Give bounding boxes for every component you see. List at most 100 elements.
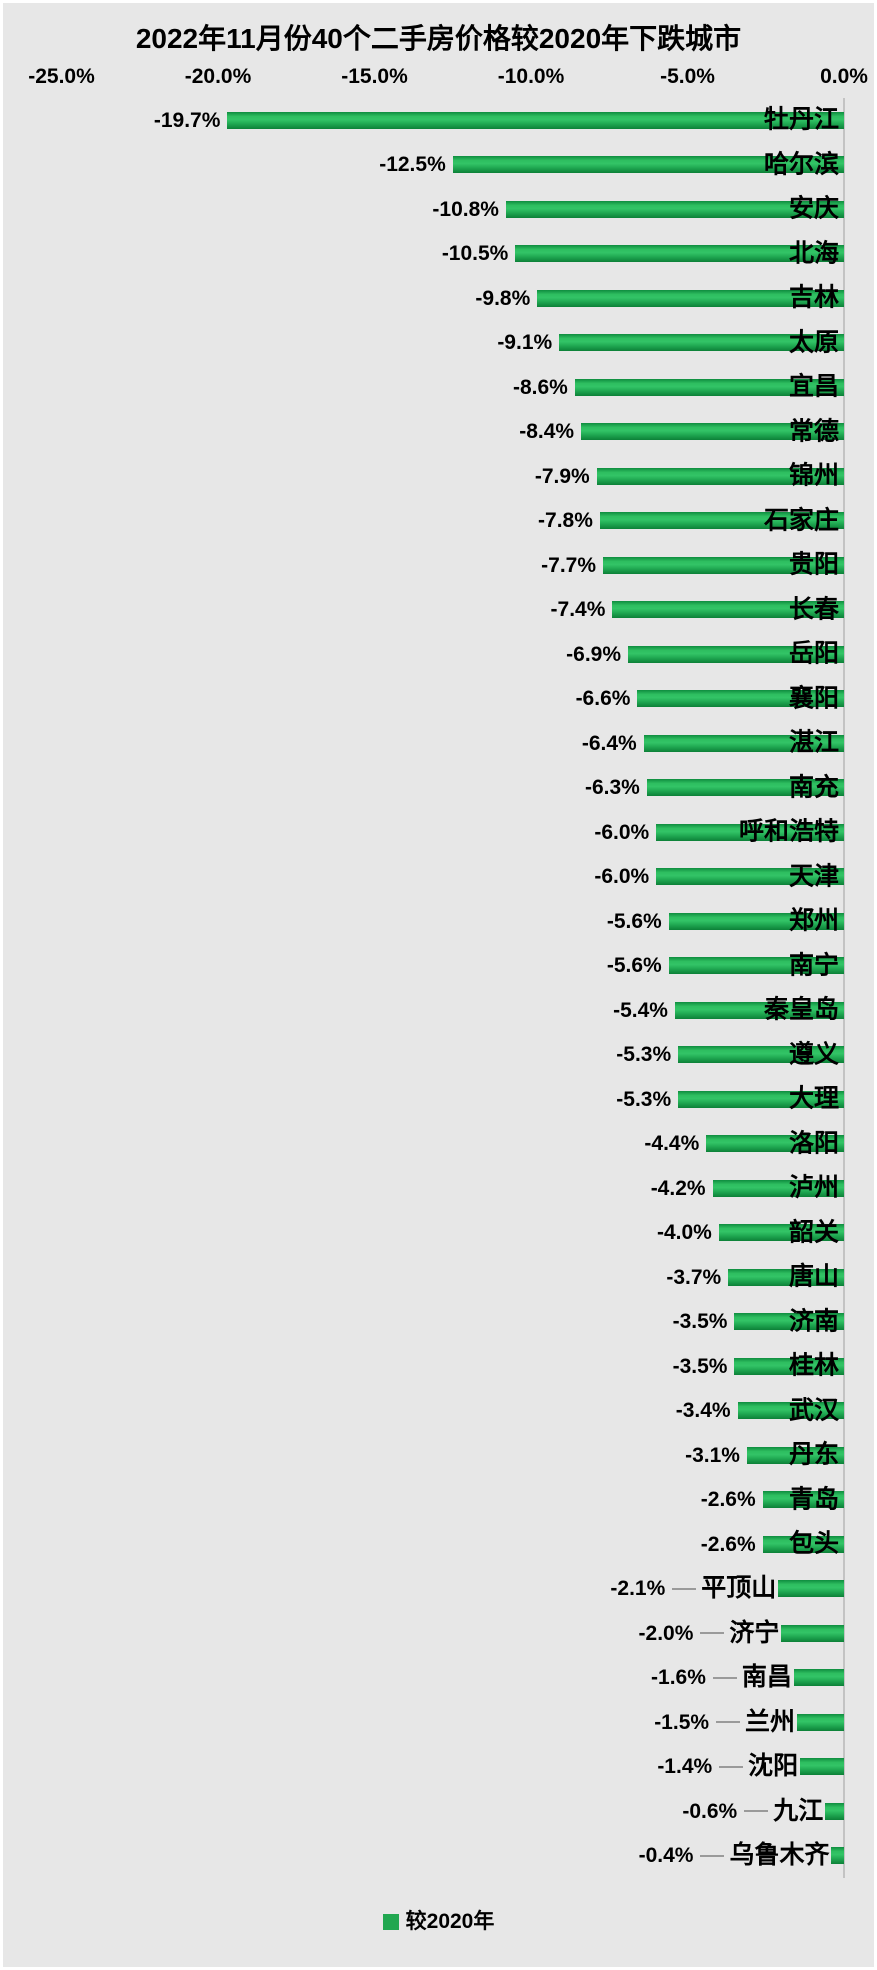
city-label: 丹东 <box>788 1440 839 1469</box>
value-label: -10.8% <box>432 197 499 221</box>
city-label: 锦州 <box>788 461 839 490</box>
axis-tick: -25.0% <box>28 65 95 88</box>
city-label: 吉林 <box>788 283 839 312</box>
city-label: 安庆 <box>788 194 839 223</box>
city-label: 济宁 <box>729 1618 780 1647</box>
bar: 郑州 <box>668 908 844 933</box>
bar-row: -7.4% 长春 <box>3 588 874 633</box>
bar-row: -10.5% 北海 <box>3 232 874 277</box>
bar-row: -5.3% 大理 <box>3 1077 874 1122</box>
value-label: -9.8% <box>475 286 531 310</box>
value-label: -3.4% <box>675 1399 731 1423</box>
bar-row: -5.4% 秦皇岛 <box>3 988 874 1033</box>
city-label: 包头 <box>788 1529 839 1558</box>
city-label: 哈尔滨 <box>763 150 839 179</box>
bar: 安庆 <box>505 196 844 221</box>
value-label: -10.5% <box>441 242 509 266</box>
leader-line <box>719 1765 744 1768</box>
bar-row: -3.4% 武汉 <box>3 1389 874 1434</box>
bar-row: -1.4% 沈阳 <box>3 1745 874 1790</box>
city-label: 南昌 <box>741 1663 792 1692</box>
bar <box>781 1624 844 1642</box>
bar-row: -6.4% 湛江 <box>3 721 874 766</box>
bar-row: -2.6% 青岛 <box>3 1478 874 1523</box>
bar: 常德 <box>581 419 844 444</box>
bar-row: -0.4% 乌鲁木齐 <box>3 1834 874 1879</box>
bar: 太原 <box>559 330 844 355</box>
leader-line <box>700 1854 725 1857</box>
bar-row: -10.8% 安庆 <box>3 187 874 232</box>
bar-row: -9.1% 太原 <box>3 321 874 366</box>
bar-row: -7.9% 锦州 <box>3 454 874 499</box>
bar-row: -5.6% 南宁 <box>3 944 874 989</box>
leader-line <box>712 1676 737 1679</box>
city-label: 遵义 <box>788 1040 839 1069</box>
value-label: -3.7% <box>666 1265 722 1289</box>
bar: 锦州 <box>596 463 844 488</box>
city-label: 天津 <box>788 862 839 891</box>
bar-row: -5.3% 遵义 <box>3 1033 874 1078</box>
city-label: 兰州 <box>745 1707 796 1736</box>
city-label: 济南 <box>788 1307 839 1336</box>
bar-row: -3.1% 丹东 <box>3 1433 874 1478</box>
bar: 武汉 <box>737 1398 844 1423</box>
bar-row: -2.1% 平顶山 <box>3 1567 874 1612</box>
bar: 丹东 <box>746 1442 844 1467</box>
city-label: 北海 <box>788 239 839 268</box>
value-label: -6.9% <box>566 642 622 666</box>
bar-row: -0.6% 九江 <box>3 1789 874 1834</box>
value-label: -2.1% <box>610 1577 666 1601</box>
city-label: 九江 <box>773 1796 824 1825</box>
legend-swatch-icon <box>382 1913 399 1930</box>
value-label: -5.6% <box>606 909 662 933</box>
city-label: 韶关 <box>788 1218 839 1247</box>
bar <box>797 1713 844 1731</box>
bar: 桂林 <box>734 1353 844 1378</box>
bar: 大理 <box>678 1086 844 1111</box>
bar: 泸州 <box>712 1175 844 1200</box>
bar <box>831 1847 844 1865</box>
bar-row: -4.4% 洛阳 <box>3 1122 874 1167</box>
city-label: 洛阳 <box>788 1129 839 1158</box>
bar: 吉林 <box>537 285 844 310</box>
bar: 石家庄 <box>599 508 844 533</box>
city-label: 桂林 <box>788 1351 839 1380</box>
bar-row: -3.5% 济南 <box>3 1300 874 1345</box>
city-label: 宜昌 <box>788 372 839 401</box>
bar: 襄阳 <box>637 686 844 711</box>
bar: 贵阳 <box>603 552 844 577</box>
bar-row: -6.0% 呼和浩特 <box>3 810 874 855</box>
bar: 牡丹江 <box>227 107 844 132</box>
leader-line <box>744 1810 769 1813</box>
value-label: -8.4% <box>519 420 575 444</box>
bar-row: -8.6% 宜昌 <box>3 365 874 410</box>
value-label: -3.1% <box>685 1443 740 1467</box>
city-label: 秦皇岛 <box>763 995 839 1024</box>
value-label: -9.1% <box>497 331 553 355</box>
value-label: -7.4% <box>550 598 606 622</box>
bar: 哈尔滨 <box>452 152 844 177</box>
axis-tick: -10.0% <box>497 65 565 88</box>
value-label: -2.6% <box>700 1488 756 1512</box>
bar-row: -8.4% 常德 <box>3 410 874 455</box>
value-label: -5.6% <box>606 954 662 978</box>
bar-row: -7.8% 石家庄 <box>3 499 874 544</box>
x-axis: -25.0% -20.0% -15.0% -10.0% -5.0% 0.0% <box>3 65 874 91</box>
bar <box>793 1669 844 1687</box>
value-label: -6.4% <box>581 731 637 755</box>
value-label: -12.5% <box>379 153 446 177</box>
city-label: 呼和浩特 <box>738 817 839 846</box>
bar: 韶关 <box>718 1220 844 1245</box>
bar-row: -6.3% 南充 <box>3 766 874 811</box>
value-label: -7.9% <box>534 464 590 488</box>
city-label: 南宁 <box>788 951 839 980</box>
city-label: 武汉 <box>788 1396 839 1425</box>
value-label: -2.6% <box>700 1532 756 1556</box>
bar-row: -9.8% 吉林 <box>3 276 874 321</box>
bar-row: -5.6% 郑州 <box>3 899 874 944</box>
city-label: 牡丹江 <box>763 105 839 134</box>
value-label: -6.0% <box>594 820 650 844</box>
bar-row: -3.5% 桂林 <box>3 1344 874 1389</box>
bar-row: -19.7% 牡丹江 <box>3 98 874 143</box>
